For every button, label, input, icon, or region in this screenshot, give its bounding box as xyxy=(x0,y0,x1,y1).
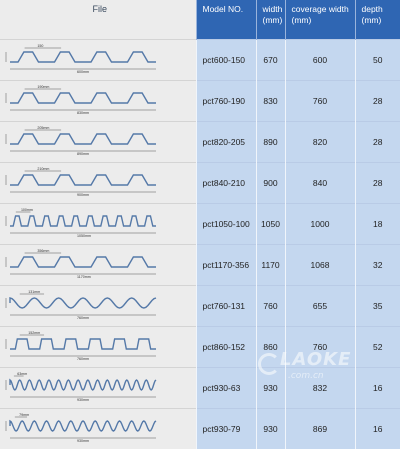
header-row: File Model NO. width(mm) coverage width(… xyxy=(0,0,400,40)
width-cell: 930 xyxy=(256,368,285,409)
coverage-cell: 869 xyxy=(285,409,355,449)
profile-drawing-3: 205mm 890mm xyxy=(0,122,196,162)
coverage-cell: 840 xyxy=(285,163,355,204)
dimension-label: 900mm xyxy=(77,193,89,197)
header-model: Model NO. xyxy=(196,0,256,40)
model-cell: pct760-131 xyxy=(196,286,256,327)
dimension-label: 205mm xyxy=(37,126,49,130)
profile-cell: 190mm 830mm xyxy=(0,81,196,122)
depth-cell: 28 xyxy=(355,122,400,163)
width-cell: 1170 xyxy=(256,245,285,286)
depth-cell: 52 xyxy=(355,327,400,368)
dimension-label: 1170mm xyxy=(77,275,91,279)
model-cell: pct1050-100 xyxy=(196,204,256,245)
dimension-label: 830mm xyxy=(77,111,89,115)
width-cell: 900 xyxy=(256,163,285,204)
depth-cell: 28 xyxy=(355,163,400,204)
depth-cell: 28 xyxy=(355,81,400,122)
coverage-cell: 1068 xyxy=(285,245,355,286)
model-cell: pct930-79 xyxy=(196,409,256,449)
profile-drawing-1: 150 600mm xyxy=(0,40,196,80)
profile-cell: 150 600mm xyxy=(0,40,196,81)
width-cell: 930 xyxy=(256,409,285,449)
profile-drawing-4: 210mm 900mm xyxy=(0,163,196,203)
dimension-label: 79mm xyxy=(19,413,29,417)
dimension-label: 356mm xyxy=(37,249,49,253)
width-cell: 1050 xyxy=(256,204,285,245)
depth-cell: 35 xyxy=(355,286,400,327)
header-file: File xyxy=(0,0,196,40)
width-cell: 830 xyxy=(256,81,285,122)
coverage-cell: 760 xyxy=(285,81,355,122)
dimension-label: 150 xyxy=(37,44,43,48)
profile-cell: 152mm 760mm xyxy=(0,327,196,368)
model-cell: pct600-150 xyxy=(196,40,256,81)
model-cell: pct930-63 xyxy=(196,368,256,409)
dimension-label: 600mm xyxy=(77,70,89,74)
coverage-cell: 1000 xyxy=(285,204,355,245)
coverage-cell: 760 xyxy=(285,327,355,368)
dimension-label: 930mm xyxy=(77,398,89,402)
profile-cell: 356mm 1170mm xyxy=(0,245,196,286)
profile-cell: 205mm 890mm xyxy=(0,122,196,163)
depth-cell: 16 xyxy=(355,409,400,449)
model-cell: pct820-205 xyxy=(196,122,256,163)
dimension-label: 63mm xyxy=(17,372,27,376)
profile-cell: 100mm 1050mm xyxy=(0,204,196,245)
profile-drawing-8: 152mm 760mm xyxy=(0,327,196,367)
coverage-cell: 600 xyxy=(285,40,355,81)
dimension-label: 760mm xyxy=(77,316,89,320)
dimension-label: 890mm xyxy=(77,152,89,156)
width-cell: 760 xyxy=(256,286,285,327)
width-cell: 670 xyxy=(256,40,285,81)
dimension-label: 152mm xyxy=(28,331,40,335)
dimension-label: 190mm xyxy=(37,85,49,89)
dimension-label: 210mm xyxy=(37,167,49,171)
profile-drawing-10: 79mm 930mm xyxy=(0,409,196,449)
header-width: width(mm) xyxy=(256,0,285,40)
profile-drawing-2: 190mm 830mm xyxy=(0,81,196,121)
coverage-cell: 832 xyxy=(285,368,355,409)
profile-drawing-7: 131mm 760mm xyxy=(0,286,196,326)
header-depth: depth(mm) xyxy=(355,0,400,40)
dimension-label: 131mm xyxy=(28,290,40,294)
profile-cell: 131mm 760mm xyxy=(0,286,196,327)
dimension-label: 1050mm xyxy=(77,234,91,238)
model-cell: pct760-190 xyxy=(196,81,256,122)
dimension-label: 930mm xyxy=(77,439,89,443)
model-cell: pct860-152 xyxy=(196,327,256,368)
profile-drawing-6: 356mm 1170mm xyxy=(0,245,196,285)
dimension-label: 100mm xyxy=(21,208,33,212)
profile-cell: 210mm 900mm xyxy=(0,163,196,204)
profile-cell: 63mm 930mm xyxy=(0,368,196,409)
profile-drawing-5: 100mm 1050mm xyxy=(0,204,196,244)
depth-cell: 50 xyxy=(355,40,400,81)
profile-cell: 79mm 930mm xyxy=(0,409,196,449)
width-cell: 890 xyxy=(256,122,285,163)
depth-cell: 32 xyxy=(355,245,400,286)
profile-drawing-9: 63mm 930mm xyxy=(0,368,196,408)
depth-cell: 18 xyxy=(355,204,400,245)
header-coverage: coverage width(mm) xyxy=(285,0,355,40)
width-cell: 860 xyxy=(256,327,285,368)
depth-cell: 16 xyxy=(355,368,400,409)
dimension-label: 760mm xyxy=(77,357,89,361)
model-cell: pct1170-356 xyxy=(196,245,256,286)
coverage-cell: 820 xyxy=(285,122,355,163)
coverage-cell: 655 xyxy=(285,286,355,327)
model-cell: pct840-210 xyxy=(196,163,256,204)
